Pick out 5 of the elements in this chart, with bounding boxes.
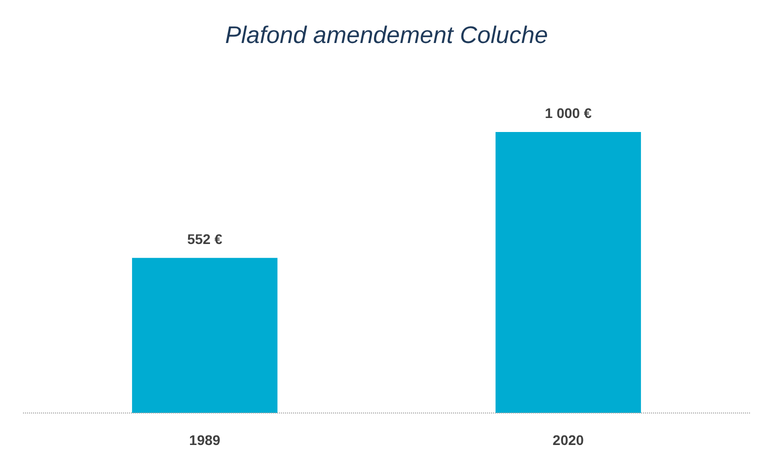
data-label: 552 € <box>187 230 222 247</box>
x-tick-label: 1989 <box>189 432 221 448</box>
x-tick-label: 2020 <box>552 432 584 448</box>
chart-title: Plafond amendement Coluche <box>225 22 548 49</box>
data-label: 1 000 € <box>544 105 592 121</box>
